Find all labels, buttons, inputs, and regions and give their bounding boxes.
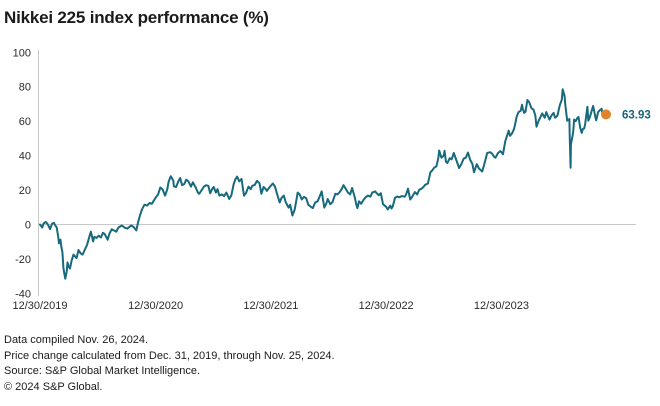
y-tick-label: 100	[13, 47, 31, 59]
footnotes: Data compiled Nov. 26, 2024. Price chang…	[4, 333, 335, 395]
end-value-label: 63.93	[622, 109, 651, 121]
performance-line	[39, 88, 607, 280]
y-tick-label: 0	[25, 220, 31, 232]
x-tick-label: 12/30/2023	[474, 300, 529, 312]
x-tick-label: 12/30/2019	[12, 300, 67, 312]
footnote-price-change: Price change calculated from Dec. 31, 20…	[4, 349, 335, 362]
footnote-data-compiled: Data compiled Nov. 26, 2024.	[4, 334, 149, 346]
x-tick-label: 12/30/2020	[128, 300, 183, 312]
x-tick-label: 12/30/2022	[359, 300, 414, 312]
y-tick-label: 40	[19, 151, 31, 163]
y-tick-label: 20	[19, 185, 31, 197]
footnote-copyright: © 2024 S&P Global.	[4, 380, 103, 393]
y-tick-label: 60	[19, 116, 31, 128]
y-tick-label: -40	[15, 288, 31, 300]
chart-title: Nikkei 225 index performance (%)	[4, 8, 269, 27]
end-point-marker	[601, 109, 611, 120]
y-tick-label: 80	[19, 82, 31, 94]
x-tick-label: 12/30/2021	[243, 300, 298, 312]
footnote-source: Source: S&P Global Market Intelligence.	[4, 365, 201, 377]
y-tick-label: -20	[15, 254, 31, 266]
